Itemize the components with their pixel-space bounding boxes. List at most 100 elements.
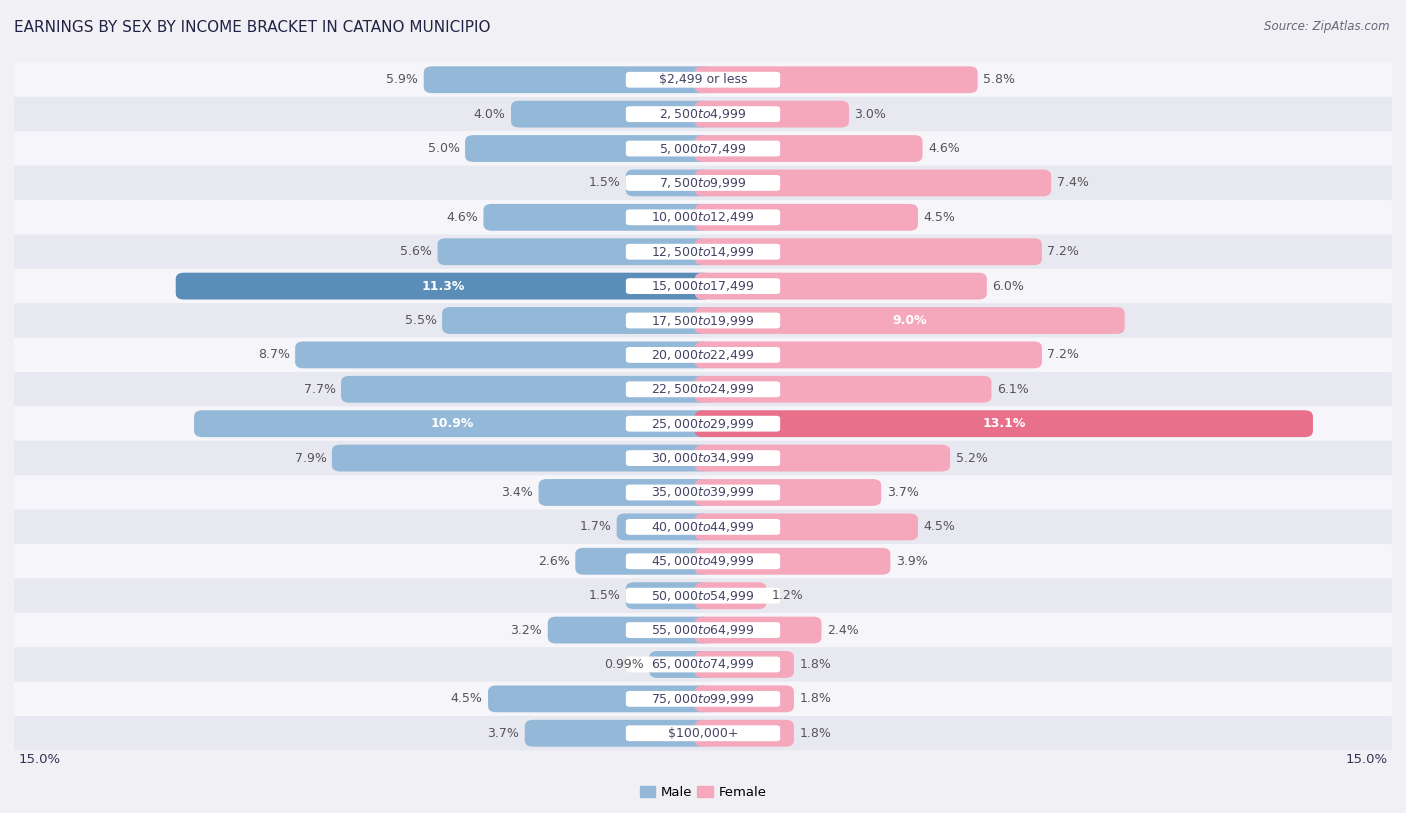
Text: 7.4%: 7.4% [1057, 176, 1088, 189]
Text: 15.0%: 15.0% [1346, 753, 1388, 766]
Text: 6.1%: 6.1% [997, 383, 1029, 396]
Text: 3.7%: 3.7% [488, 727, 519, 740]
Text: 3.0%: 3.0% [855, 107, 886, 120]
Text: $100,000+: $100,000+ [668, 727, 738, 740]
FancyBboxPatch shape [626, 141, 780, 156]
FancyBboxPatch shape [14, 544, 1392, 579]
FancyBboxPatch shape [194, 411, 711, 437]
FancyBboxPatch shape [14, 166, 1392, 200]
Text: $2,499 or less: $2,499 or less [659, 73, 747, 86]
Text: $75,000 to $99,999: $75,000 to $99,999 [651, 692, 755, 706]
FancyBboxPatch shape [695, 616, 821, 644]
Text: $30,000 to $34,999: $30,000 to $34,999 [651, 451, 755, 465]
FancyBboxPatch shape [14, 476, 1392, 510]
FancyBboxPatch shape [626, 175, 780, 191]
Text: 5.9%: 5.9% [387, 73, 418, 86]
FancyBboxPatch shape [14, 613, 1392, 647]
FancyBboxPatch shape [575, 548, 711, 575]
FancyBboxPatch shape [332, 445, 711, 472]
Text: 13.1%: 13.1% [983, 417, 1025, 430]
FancyBboxPatch shape [14, 406, 1392, 441]
FancyBboxPatch shape [14, 372, 1392, 406]
FancyBboxPatch shape [695, 204, 918, 231]
FancyBboxPatch shape [695, 341, 1042, 368]
FancyBboxPatch shape [695, 238, 1042, 265]
FancyBboxPatch shape [14, 200, 1392, 234]
Text: Source: ZipAtlas.com: Source: ZipAtlas.com [1264, 20, 1389, 33]
Text: 2.4%: 2.4% [827, 624, 859, 637]
Text: 4.5%: 4.5% [924, 211, 955, 224]
FancyBboxPatch shape [14, 647, 1392, 681]
FancyBboxPatch shape [626, 244, 780, 259]
FancyBboxPatch shape [695, 376, 991, 402]
FancyBboxPatch shape [695, 548, 890, 575]
FancyBboxPatch shape [14, 681, 1392, 716]
Text: 1.2%: 1.2% [772, 589, 804, 602]
Text: 5.6%: 5.6% [401, 246, 432, 259]
FancyBboxPatch shape [14, 63, 1392, 97]
Text: 1.8%: 1.8% [800, 693, 831, 706]
FancyBboxPatch shape [626, 312, 780, 328]
FancyBboxPatch shape [650, 651, 711, 678]
FancyBboxPatch shape [14, 337, 1392, 372]
FancyBboxPatch shape [626, 381, 780, 398]
FancyBboxPatch shape [465, 135, 711, 162]
Text: 5.5%: 5.5% [405, 314, 437, 327]
Text: $40,000 to $44,999: $40,000 to $44,999 [651, 520, 755, 534]
Legend: Male, Female: Male, Female [634, 780, 772, 804]
FancyBboxPatch shape [695, 135, 922, 162]
Text: 4.0%: 4.0% [474, 107, 506, 120]
FancyBboxPatch shape [695, 651, 794, 678]
Text: 9.0%: 9.0% [893, 314, 927, 327]
FancyBboxPatch shape [695, 514, 918, 541]
Text: 4.6%: 4.6% [928, 142, 960, 155]
FancyBboxPatch shape [695, 720, 794, 746]
Text: 4.6%: 4.6% [446, 211, 478, 224]
FancyBboxPatch shape [695, 582, 766, 609]
Text: $65,000 to $74,999: $65,000 to $74,999 [651, 658, 755, 672]
FancyBboxPatch shape [626, 450, 780, 466]
Text: 1.8%: 1.8% [800, 727, 831, 740]
Text: 7.7%: 7.7% [304, 383, 336, 396]
Text: $10,000 to $12,499: $10,000 to $12,499 [651, 211, 755, 224]
FancyBboxPatch shape [626, 278, 780, 294]
Text: 1.5%: 1.5% [589, 589, 620, 602]
FancyBboxPatch shape [626, 72, 780, 88]
FancyBboxPatch shape [626, 519, 780, 535]
FancyBboxPatch shape [484, 204, 711, 231]
FancyBboxPatch shape [626, 622, 780, 638]
FancyBboxPatch shape [14, 234, 1392, 269]
Text: 5.0%: 5.0% [427, 142, 460, 155]
Text: 7.9%: 7.9% [294, 451, 326, 464]
FancyBboxPatch shape [437, 238, 711, 265]
Text: $55,000 to $64,999: $55,000 to $64,999 [651, 623, 755, 637]
FancyBboxPatch shape [695, 272, 987, 299]
Text: 1.5%: 1.5% [589, 176, 620, 189]
Text: 1.7%: 1.7% [579, 520, 612, 533]
Text: 1.8%: 1.8% [800, 658, 831, 671]
Text: $2,500 to $4,999: $2,500 to $4,999 [659, 107, 747, 121]
FancyBboxPatch shape [14, 716, 1392, 750]
FancyBboxPatch shape [626, 725, 780, 741]
Text: $20,000 to $22,499: $20,000 to $22,499 [651, 348, 755, 362]
FancyBboxPatch shape [626, 691, 780, 706]
Text: 2.6%: 2.6% [538, 554, 569, 567]
FancyBboxPatch shape [695, 307, 1125, 334]
Text: 0.99%: 0.99% [605, 658, 644, 671]
Text: 10.9%: 10.9% [432, 417, 474, 430]
Text: $50,000 to $54,999: $50,000 to $54,999 [651, 589, 755, 602]
Text: 5.2%: 5.2% [956, 451, 987, 464]
Text: 3.7%: 3.7% [887, 486, 918, 499]
FancyBboxPatch shape [524, 720, 711, 746]
FancyBboxPatch shape [538, 479, 711, 506]
FancyBboxPatch shape [626, 169, 711, 196]
FancyBboxPatch shape [626, 582, 711, 609]
Text: $45,000 to $49,999: $45,000 to $49,999 [651, 554, 755, 568]
Text: 4.5%: 4.5% [924, 520, 955, 533]
FancyBboxPatch shape [695, 67, 977, 93]
FancyBboxPatch shape [488, 685, 711, 712]
FancyBboxPatch shape [626, 210, 780, 225]
FancyBboxPatch shape [695, 411, 1313, 437]
FancyBboxPatch shape [441, 307, 711, 334]
Text: $25,000 to $29,999: $25,000 to $29,999 [651, 417, 755, 431]
